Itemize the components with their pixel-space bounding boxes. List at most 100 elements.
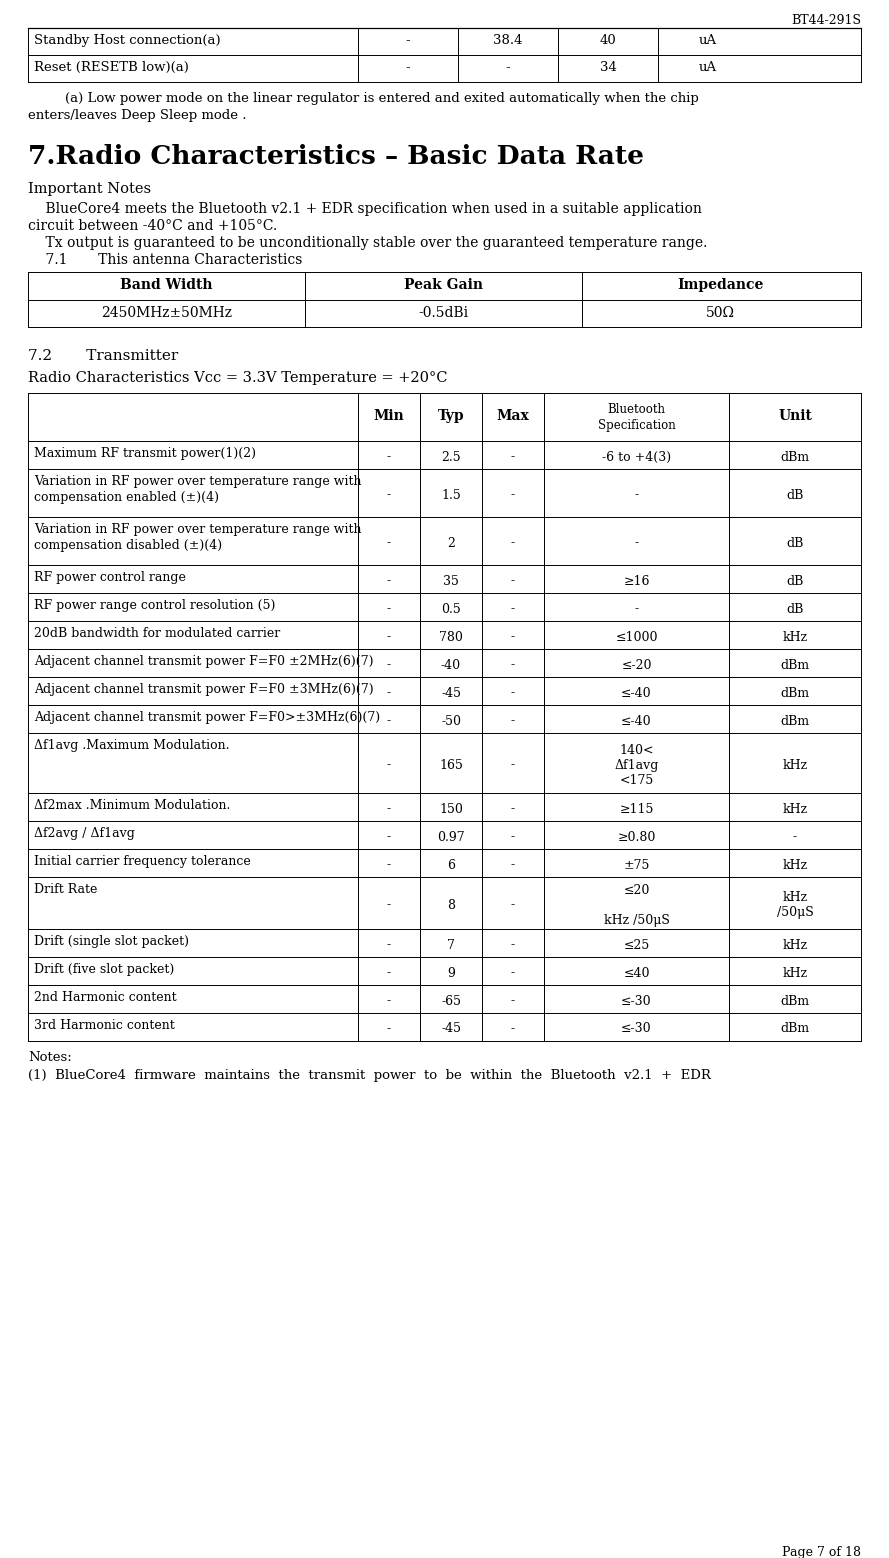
Text: (a) Low power mode on the linear regulator is entered and exited automatically w: (a) Low power mode on the linear regulat… <box>48 92 699 104</box>
Text: <175: <175 <box>620 773 653 787</box>
Text: -: - <box>511 687 515 700</box>
Text: kHz: kHz <box>782 891 807 904</box>
Text: -: - <box>387 450 391 463</box>
Text: ≤-40: ≤-40 <box>621 687 652 700</box>
Text: compensation enabled (±)(4): compensation enabled (±)(4) <box>34 491 219 503</box>
Text: Typ: Typ <box>437 410 464 424</box>
Text: kHz: kHz <box>782 759 807 771</box>
Text: -6 to +4(3): -6 to +4(3) <box>602 450 671 463</box>
Text: -: - <box>506 61 510 73</box>
Text: -: - <box>511 858 515 871</box>
Text: RF power range control resolution (5): RF power range control resolution (5) <box>34 598 276 612</box>
Text: dB: dB <box>786 575 804 587</box>
Text: -: - <box>511 450 515 463</box>
Text: ≤-30: ≤-30 <box>621 1022 652 1036</box>
Text: 50Ω: 50Ω <box>706 305 735 319</box>
Text: -: - <box>387 536 391 550</box>
Text: -: - <box>511 966 515 980</box>
Text: -: - <box>511 489 515 502</box>
Text: uA: uA <box>699 34 717 47</box>
Text: Drift Rate: Drift Rate <box>34 883 98 896</box>
Text: 40: 40 <box>599 34 616 47</box>
Text: dBm: dBm <box>781 1022 810 1036</box>
Text: kHz: kHz <box>782 802 807 815</box>
Text: -: - <box>511 994 515 1008</box>
Text: ≤-40: ≤-40 <box>621 715 652 728</box>
Text: ≥115: ≥115 <box>620 802 653 815</box>
Text: ≤-20: ≤-20 <box>621 659 652 671</box>
Text: Page 7 of 18: Page 7 of 18 <box>782 1546 861 1558</box>
Text: 0.97: 0.97 <box>437 830 465 843</box>
Text: dBm: dBm <box>781 659 810 671</box>
Text: ≤40: ≤40 <box>623 966 650 980</box>
Text: Specification: Specification <box>597 419 676 432</box>
Text: -: - <box>387 938 391 952</box>
Text: 3rd Harmonic content: 3rd Harmonic content <box>34 1019 175 1031</box>
Text: Drift (five slot packet): Drift (five slot packet) <box>34 963 174 975</box>
Text: dB: dB <box>786 603 804 615</box>
Text: kHz /50μS: kHz /50μS <box>604 913 669 927</box>
Text: -: - <box>387 575 391 587</box>
Text: -: - <box>793 830 797 843</box>
Text: -: - <box>511 802 515 815</box>
Text: Notes:: Notes: <box>28 1052 72 1064</box>
Text: -: - <box>387 759 391 771</box>
Text: 34: 34 <box>599 61 616 73</box>
Text: 7: 7 <box>447 938 455 952</box>
Text: -: - <box>387 899 391 911</box>
Text: -45: -45 <box>441 687 461 700</box>
Text: -: - <box>387 994 391 1008</box>
Text: -: - <box>405 61 411 73</box>
Text: -: - <box>511 659 515 671</box>
Text: Tx output is guaranteed to be unconditionally stable over the guaranteed tempera: Tx output is guaranteed to be unconditio… <box>28 235 708 249</box>
Text: -50: -50 <box>441 715 461 728</box>
Text: 2450MHz±50MHz: 2450MHz±50MHz <box>101 305 232 319</box>
Text: 2.5: 2.5 <box>441 450 461 463</box>
Text: compensation disabled (±)(4): compensation disabled (±)(4) <box>34 539 222 552</box>
Text: 2: 2 <box>447 536 455 550</box>
Text: -: - <box>511 1022 515 1036</box>
Text: Adjacent channel transmit power F=F0>±3MHz(6)(7): Adjacent channel transmit power F=F0>±3M… <box>34 710 380 724</box>
Text: Min: Min <box>373 410 404 424</box>
Text: -: - <box>387 715 391 728</box>
Text: kHz: kHz <box>782 966 807 980</box>
Text: Unit: Unit <box>778 410 812 424</box>
Text: Maximum RF transmit power(1)(2): Maximum RF transmit power(1)(2) <box>34 447 256 460</box>
Text: 165: 165 <box>439 759 463 771</box>
Text: ≥16: ≥16 <box>623 575 650 587</box>
Text: 140<: 140< <box>620 743 653 757</box>
Text: kHz: kHz <box>782 858 807 871</box>
Text: Variation in RF power over temperature range with: Variation in RF power over temperature r… <box>34 475 362 488</box>
Text: RF power control range: RF power control range <box>34 570 186 584</box>
Text: -: - <box>635 603 638 615</box>
Text: -: - <box>511 575 515 587</box>
Text: -45: -45 <box>441 1022 461 1036</box>
Text: 7.1       This antenna Characteristics: 7.1 This antenna Characteristics <box>28 252 302 266</box>
Text: 780: 780 <box>439 631 463 643</box>
Text: Max: Max <box>497 410 529 424</box>
Text: 38.4: 38.4 <box>493 34 523 47</box>
Text: kHz: kHz <box>782 938 807 952</box>
Text: -: - <box>511 715 515 728</box>
Text: Δf1avg .Maximum Modulation.: Δf1avg .Maximum Modulation. <box>34 738 229 753</box>
Text: Radio Characteristics Vcc = 3.3V Temperature = +20°C: Radio Characteristics Vcc = 3.3V Tempera… <box>28 371 447 385</box>
Text: Initial carrier frequency tolerance: Initial carrier frequency tolerance <box>34 855 251 868</box>
Text: enters/leaves Deep Sleep mode .: enters/leaves Deep Sleep mode . <box>28 109 246 122</box>
Text: 35: 35 <box>443 575 459 587</box>
Text: Bluetooth: Bluetooth <box>607 404 666 416</box>
Text: -: - <box>387 603 391 615</box>
Text: -65: -65 <box>441 994 461 1008</box>
Text: dB: dB <box>786 489 804 502</box>
Text: 2nd Harmonic content: 2nd Harmonic content <box>34 991 177 1003</box>
Text: -: - <box>387 631 391 643</box>
Text: -: - <box>387 830 391 843</box>
Text: 20dB bandwidth for modulated carrier: 20dB bandwidth for modulated carrier <box>34 626 280 640</box>
Text: -: - <box>511 631 515 643</box>
Text: kHz: kHz <box>782 631 807 643</box>
Text: -: - <box>387 687 391 700</box>
Text: -0.5dBi: -0.5dBi <box>419 305 469 319</box>
Text: 8: 8 <box>447 899 455 911</box>
Text: Δf2max .Minimum Modulation.: Δf2max .Minimum Modulation. <box>34 799 230 812</box>
Text: -: - <box>511 938 515 952</box>
Text: BT44-291S: BT44-291S <box>791 14 861 26</box>
